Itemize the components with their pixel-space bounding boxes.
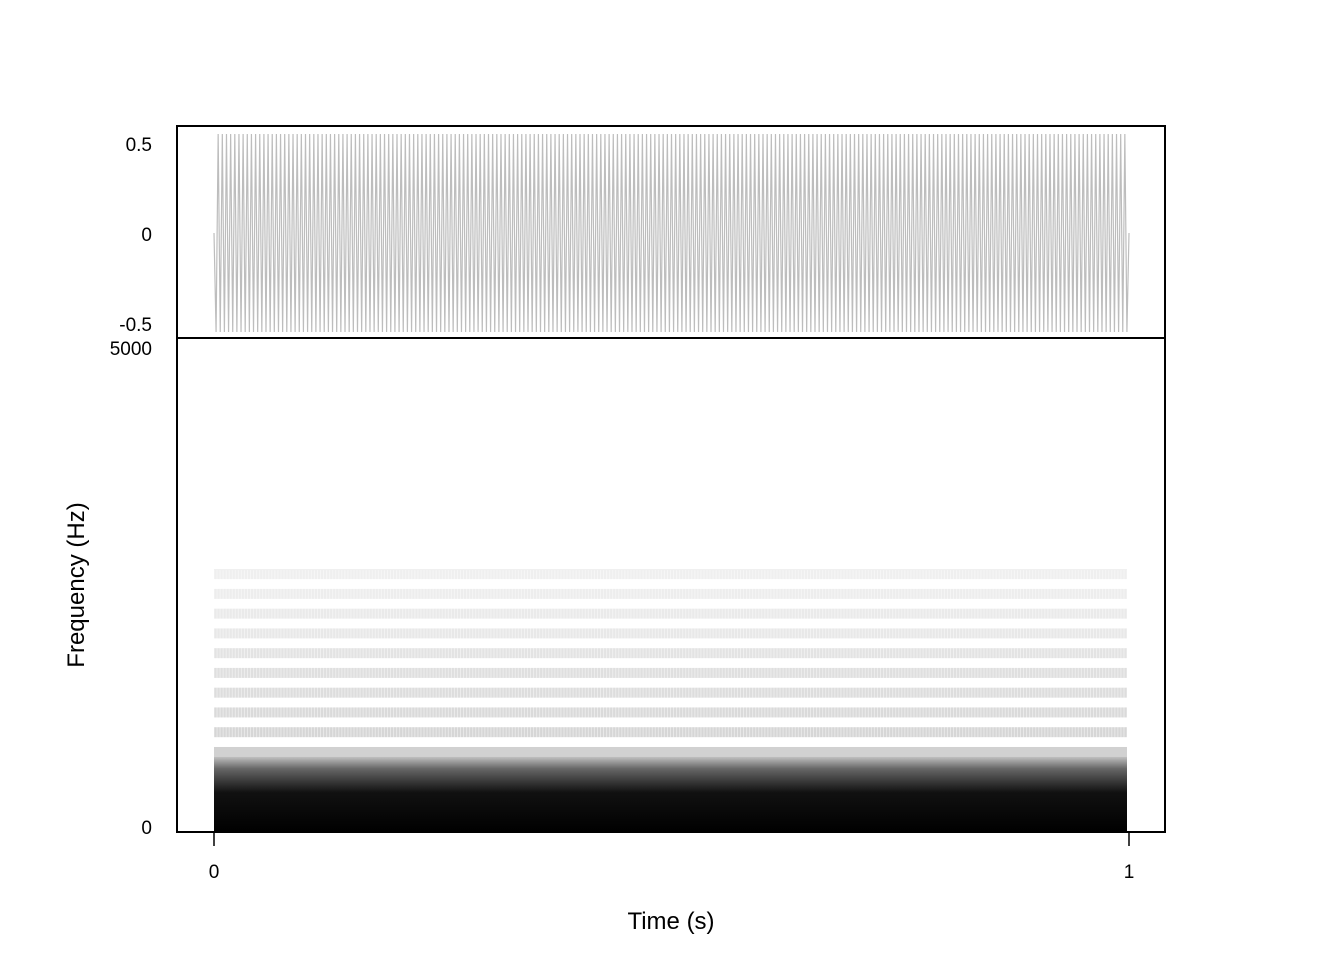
spectrogram-low-band [214, 752, 1127, 832]
spectrogram-texture [213, 570, 1128, 744]
spectrogram-band [214, 667, 1127, 678]
spectrogram-band [214, 608, 1127, 619]
spectrogram-y-axis: 5000 0 [110, 339, 152, 839]
time-x-axis: 0 1 [209, 832, 1135, 883]
waveform-panel: 0.5 0 -0.5 [119, 125, 1166, 339]
waveform-y-axis: 0.5 0 -0.5 [119, 135, 152, 336]
spectrogram-band [214, 687, 1127, 698]
spectrogram-ytick-label: 5000 [110, 339, 152, 360]
xtick-label: 1 [1124, 862, 1135, 883]
waveform-ytick-label: -0.5 [119, 315, 152, 336]
spectrogram-ytick-label: 0 [141, 818, 152, 839]
xtick-label: 0 [209, 862, 220, 883]
spectrogram-band [214, 707, 1127, 718]
spectrogram-frame [176, 337, 1166, 833]
spectrogram-bands [213, 569, 1128, 832]
spectrogram-panel: 5000 0 0 1 Time (s) Frequency (Hz) [63, 337, 1166, 935]
waveform-ytick-label: 0 [141, 225, 152, 246]
y-axis-title: Frequency (Hz) [63, 502, 90, 667]
spectrogram-band [214, 727, 1127, 738]
spectrogram-band [214, 588, 1127, 599]
spectrogram-band [214, 569, 1127, 580]
waveform-line [213, 133, 1130, 333]
spectrogram-band [214, 746, 1127, 757]
x-axis-title: Time (s) [627, 908, 714, 935]
waveform-ytick-label: 0.5 [126, 135, 152, 156]
spectrogram-band [214, 648, 1127, 659]
spectrogram-band [214, 628, 1127, 639]
